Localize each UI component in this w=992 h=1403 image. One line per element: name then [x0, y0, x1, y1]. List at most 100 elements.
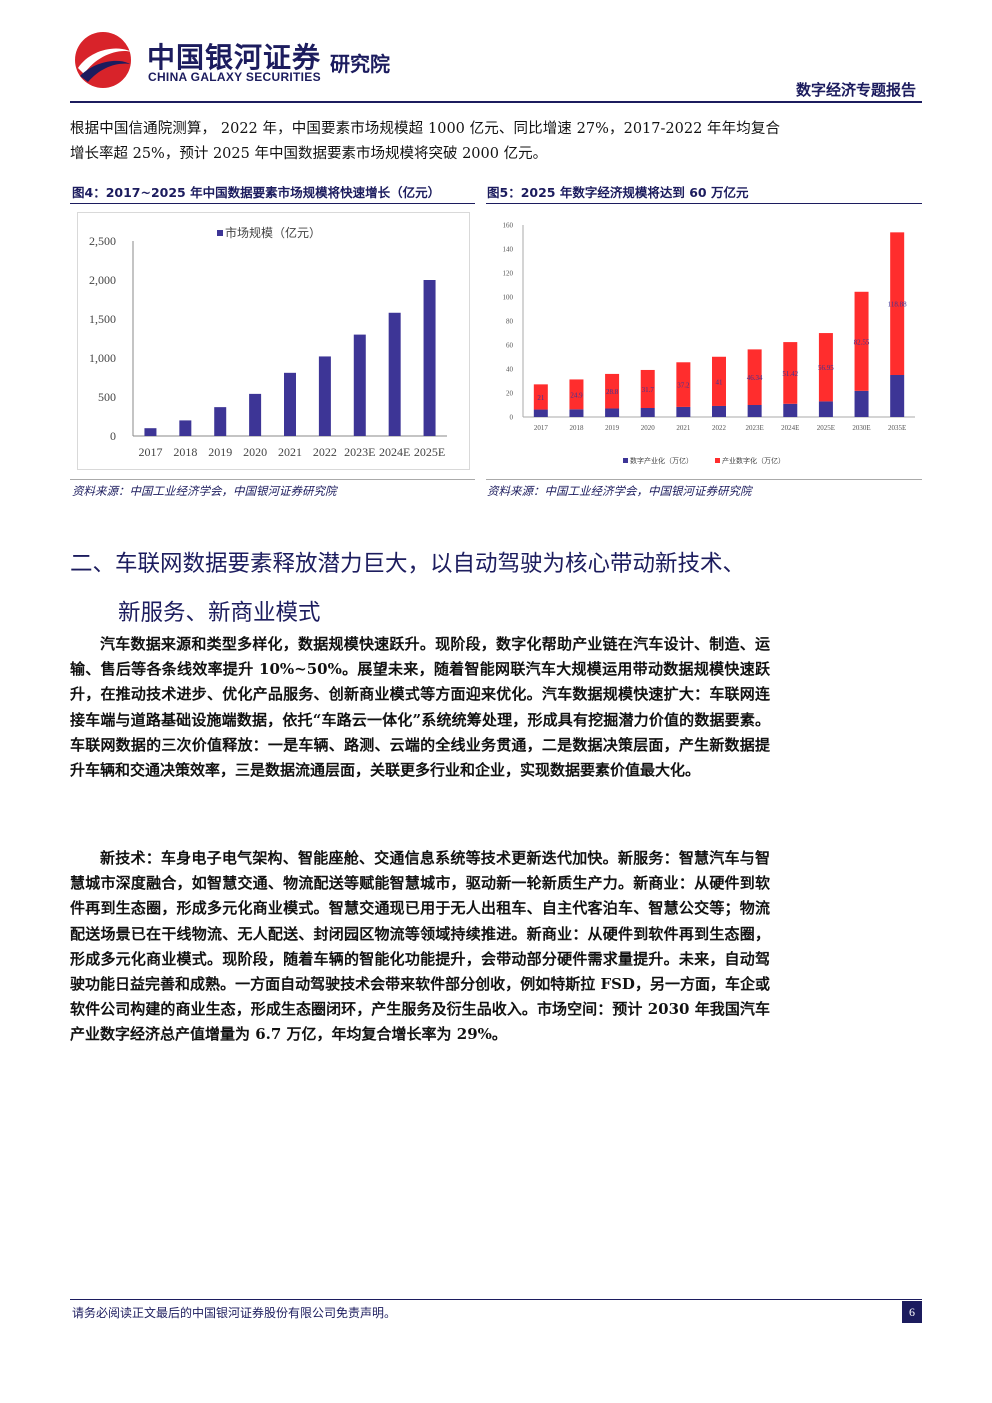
chart-1-x-tick: 2022 [313, 445, 337, 459]
chart-1-bar [423, 280, 436, 436]
intro-paragraph: 根据中国信通院测算， 2022 年，中国要素市场规模超 1000 亿元、同比增速… [70, 121, 780, 162]
chart-2-bar-bottom [640, 408, 655, 417]
chart-2-x-tick: 2025E [817, 424, 835, 432]
chart-2-data-label-top: 56.95 [818, 364, 834, 372]
chart-2-y-tick: 160 [503, 222, 514, 230]
figure-5-source: 资料来源：中国工业经济学会，中国银河证券研究院 [487, 484, 752, 498]
figure-4-source: 资料来源：中国工业经济学会，中国银河证券研究院 [72, 484, 337, 498]
chart-2-bar-bottom [783, 403, 798, 417]
chart-2-bar-top [818, 333, 833, 402]
brand-institute: 研究院 [330, 52, 390, 76]
chart-2-bar-top [783, 342, 798, 404]
chart-1-legend-swatch [217, 230, 223, 236]
chart-1-legend-label: 市场规模（亿元） [225, 225, 321, 240]
source-5-rule [486, 479, 922, 480]
chart-2-y-tick: 80 [506, 318, 514, 326]
chart-2-data-label-top: 82.55 [854, 338, 870, 346]
chart-2-data-label-top: 31.7 [642, 386, 655, 394]
chart-1-y-tick: 1,500 [89, 312, 116, 326]
chart-2-x-tick: 2018 [569, 424, 584, 432]
galaxy-logo-icon [75, 32, 132, 88]
chart-2-bar-bottom [676, 406, 691, 417]
source-4-rule [70, 479, 475, 480]
chart-1-bar [144, 428, 157, 436]
section-heading-line-1: 二、车联网数据要素释放潜力巨大，以自动驾驶为核心带动新技术、 [70, 551, 746, 577]
chart-2-x-tick: 2017 [534, 424, 549, 432]
chart-2-bar-bottom [890, 375, 905, 417]
chart-2-data-label-top: 24.9 [570, 391, 583, 399]
body-paragraph-2: 新技术：车身电子电气架构、智能座舱、交通信息系统等技术更新迭代加快。新服务：智慧… [70, 849, 770, 1044]
figure-5-rule [486, 203, 922, 204]
chart-1-x-tick: 2024E [379, 445, 410, 459]
chart-1-x-tick: 2021 [278, 445, 302, 459]
chart-2-x-tick: 2030E [852, 424, 870, 432]
chart-1-y-tick: 500 [98, 390, 116, 404]
chart-1-bar [318, 356, 331, 436]
chart-2-y-tick: 20 [506, 390, 514, 398]
digital-economy-stacked-chart: 21 24.9 28.8 31.7 37.2 41 46.34 51.42 56.95 82.55… [503, 222, 915, 465]
chart-2-x-tick: 2020 [641, 424, 656, 432]
chart-2-y-tick: 120 [503, 270, 514, 278]
chart-2-legend-swatch-1 [623, 458, 628, 463]
header-divider [70, 101, 922, 103]
chart-2-bar-top [569, 379, 584, 410]
chart-2-x-tick: 2021 [676, 424, 691, 432]
chart-1-bar [179, 420, 192, 436]
chart-2-y-tick: 40 [506, 366, 514, 374]
chart-2-data-label-top: 21 [537, 394, 545, 402]
chart-2-bar-top [605, 373, 620, 409]
brand-name-cn: 中国银河证券 [147, 41, 322, 74]
chart-2-bar-top [533, 384, 548, 410]
section-heading-line-2: 新服务、新商业模式 [118, 600, 321, 626]
page-number: 6 [902, 1301, 922, 1323]
footer-disclaimer: 请务必阅读正文最后的中国银河证券股份有限公司免责声明。 [72, 1306, 397, 1320]
chart-2-y-tick: 0 [510, 414, 514, 422]
chart-2-bar-top [747, 349, 762, 405]
figure-4-caption: 图4：2017~2025 年中国数据要素市场规模将快速增长（亿元） [72, 185, 441, 200]
chart-1-x-tick: 2023E [344, 445, 375, 459]
chart-1-bar [388, 312, 401, 436]
brand-name-en: CHINA GALAXY SECURITIES [148, 70, 321, 84]
chart-2-bar-top [676, 362, 691, 407]
chart-1-x-tick: 2017 [138, 445, 162, 459]
chart-2-bar-bottom [818, 401, 833, 417]
chart-2-data-label-top: 118.88 [888, 301, 907, 309]
chart-1-frame [77, 212, 470, 470]
chart-2-legend-label-1: 数字产业化（万亿） [630, 456, 693, 465]
section-heading: 二、车联网数据要素释放潜力巨大，以自动驾驶为核心带动新技术、 新服务、新商业模式 [70, 540, 790, 638]
chart-1-bar [284, 372, 296, 436]
chart-2-bar-bottom [569, 409, 584, 417]
footer-divider [70, 1299, 922, 1300]
chart-2-bar-top [712, 356, 726, 406]
body-paragraph-1: 汽车数据来源和类型多样化，数据规模快速跃升。现阶段，数字化帮助产业链在汽车设计、… [70, 635, 770, 780]
chart-1-x-tick: 2018 [173, 445, 197, 459]
figure-4-rule [70, 203, 475, 204]
chart-2-bar-bottom [533, 409, 548, 417]
chart-2-data-label-top: 41 [716, 378, 724, 386]
chart-1-bar [249, 393, 262, 436]
chart-2-y-tick: 60 [506, 342, 514, 350]
chart-2-legend-swatch-2 [715, 458, 720, 463]
chart-2-bar-top [640, 369, 655, 408]
chart-2-data-label-top: 46.34 [747, 374, 763, 382]
chart-2-data-label-top: 28.8 [606, 388, 619, 396]
chart-2-x-tick: 2023E [745, 424, 763, 432]
chart-2-bar-bottom [712, 405, 726, 417]
market-size-bar-chart: 0 500 1,000 1,500 2,000 2,500 2017 2018 2019 202… [77, 212, 470, 470]
figure-5-caption: 图5：2025 年数字经济规模将达到 60 万亿元 [487, 185, 749, 200]
chart-2-data-label-top: 37.2 [677, 382, 690, 390]
chart-1-y-tick: 0 [110, 429, 116, 443]
chart-1-x-tick: 2019 [208, 445, 232, 459]
chart-1-x-tick: 2025E [414, 445, 445, 459]
chart-2-y-tick: 100 [503, 294, 514, 302]
chart-2-bar-top [890, 232, 905, 375]
chart-2-bar-bottom [605, 408, 620, 417]
chart-2-y-tick: 140 [503, 246, 514, 254]
chart-1-bar [353, 334, 366, 436]
report-type-label: 数字经济专题报告 [795, 81, 916, 99]
chart-1-bar [214, 407, 227, 436]
chart-2-bar-bottom [854, 390, 869, 417]
chart-2-bar-top [854, 291, 869, 391]
chart-2-x-tick: 2035E [888, 424, 906, 432]
chart-1-x-tick: 2020 [243, 445, 267, 459]
